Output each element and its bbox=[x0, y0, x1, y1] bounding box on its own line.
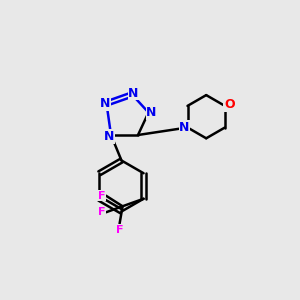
Text: F: F bbox=[116, 225, 123, 235]
Text: N: N bbox=[179, 121, 190, 134]
Text: F: F bbox=[98, 191, 105, 201]
Text: N: N bbox=[104, 130, 115, 143]
Text: N: N bbox=[128, 86, 139, 100]
Text: F: F bbox=[98, 207, 105, 217]
Text: O: O bbox=[224, 98, 235, 111]
Text: N: N bbox=[146, 106, 157, 119]
Text: N: N bbox=[100, 97, 110, 110]
